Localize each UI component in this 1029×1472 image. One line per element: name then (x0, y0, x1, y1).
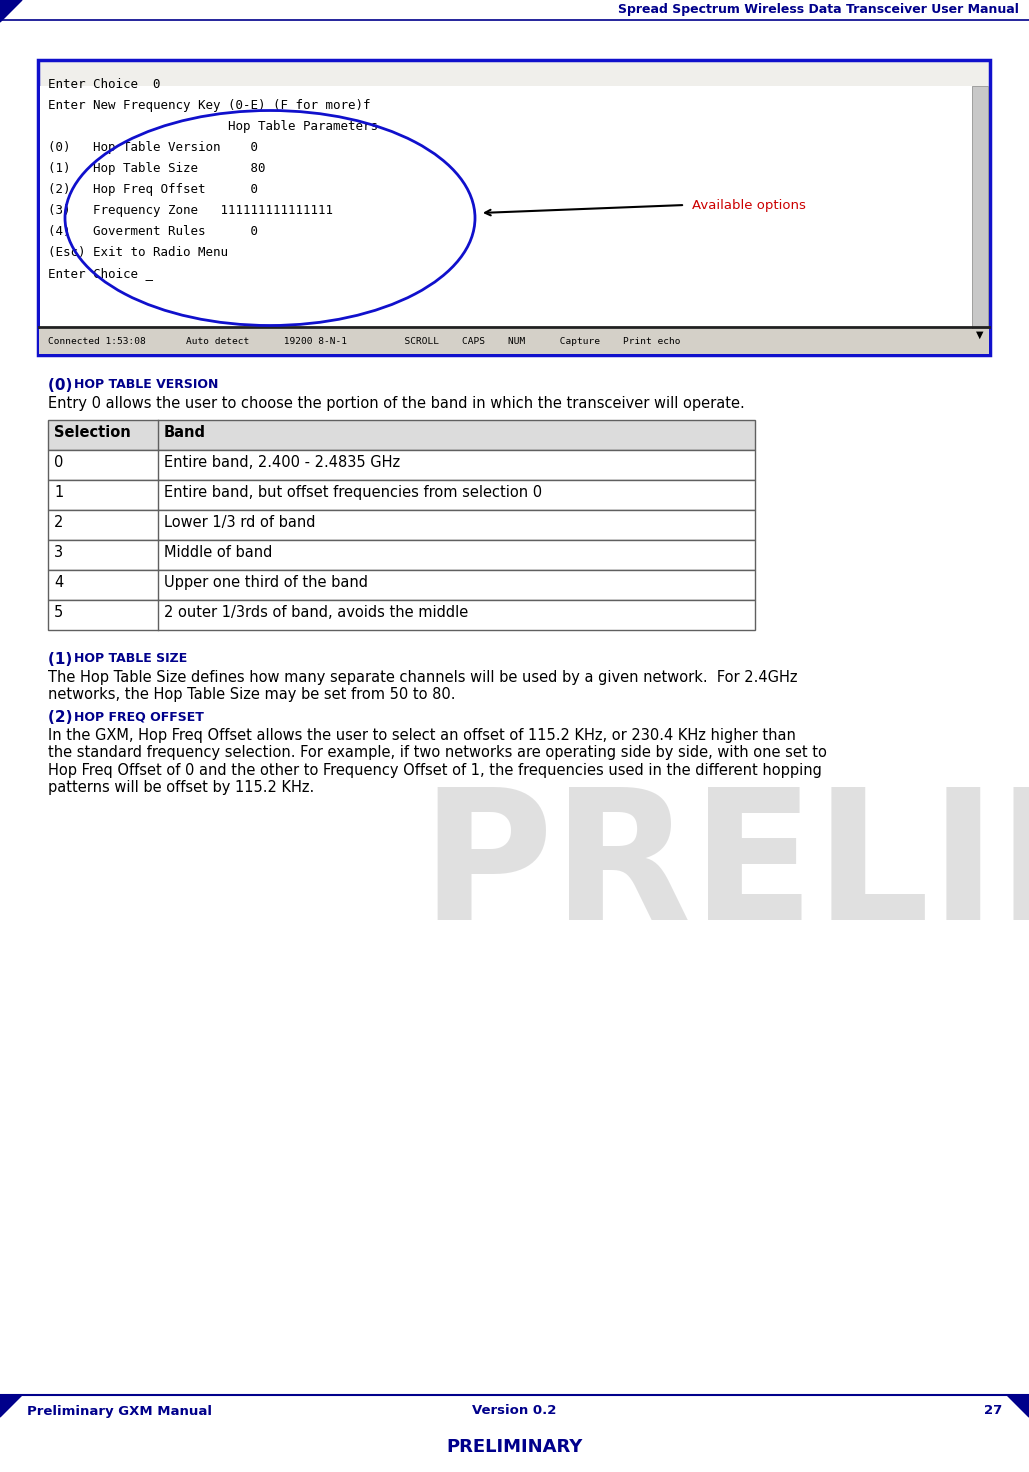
Text: (0): (0) (48, 378, 77, 393)
Text: Lower 1/3 rd of band: Lower 1/3 rd of band (164, 515, 316, 530)
Bar (48, 601, 755, 630)
Text: (1)   Hop Table Size       80: (1) Hop Table Size 80 (48, 162, 265, 175)
Text: Preliminary GXM Manual: Preliminary GXM Manual (27, 1404, 212, 1418)
Text: Entire band, 2.400 - 2.4835 GHz: Entire band, 2.400 - 2.4835 GHz (164, 455, 400, 470)
Text: Entry 0 allows the user to choose the portion of the band in which the transceiv: Entry 0 allows the user to choose the po… (48, 396, 745, 411)
Text: Enter New Frequency Key (0-E) (F for more)f: Enter New Frequency Key (0-E) (F for mor… (48, 99, 370, 112)
Text: (2)   Hop Freq Offset      0: (2) Hop Freq Offset 0 (48, 183, 258, 196)
Text: (0)   Hop Table Version    0: (0) Hop Table Version 0 (48, 141, 258, 155)
Text: Spread Spectrum Wireless Data Transceiver User Manual: Spread Spectrum Wireless Data Transceive… (618, 3, 1019, 16)
Text: The Hop Table Size defines how many separate channels will be used by a given ne: The Hop Table Size defines how many sepa… (48, 670, 797, 702)
Text: Entire band, but offset frequencies from selection 0: Entire band, but offset frequencies from… (164, 484, 542, 500)
Bar (48, 540, 755, 570)
Text: 1: 1 (54, 484, 63, 500)
Text: 5: 5 (54, 605, 63, 620)
Text: Connected 1:53:08       Auto detect      19200 8-N-1          SCROLL    CAPS    : Connected 1:53:08 Auto detect 19200 8-N-… (48, 337, 680, 346)
Text: (Esc) Exit to Radio Menu: (Esc) Exit to Radio Menu (48, 246, 228, 259)
Text: (4)   Goverment Rules      0: (4) Goverment Rules 0 (48, 225, 258, 238)
Text: Enter Choice  0: Enter Choice 0 (48, 78, 161, 91)
Bar (48, 480, 755, 509)
Text: 4: 4 (54, 576, 63, 590)
Text: (1): (1) (48, 652, 77, 667)
Text: In the GXM, Hop Freq Offset allows the user to select an offset of 115.2 KHz, or: In the GXM, Hop Freq Offset allows the u… (48, 729, 827, 795)
Text: Band: Band (164, 425, 206, 440)
Text: 27: 27 (984, 1404, 1002, 1418)
Text: Version 0.2: Version 0.2 (472, 1404, 557, 1418)
Text: Selection: Selection (54, 425, 131, 440)
Text: 0: 0 (54, 455, 64, 470)
Text: ▼: ▼ (977, 330, 984, 340)
Bar (38, 60, 990, 355)
Polygon shape (1007, 1395, 1029, 1418)
Polygon shape (0, 1395, 22, 1418)
Text: 3: 3 (54, 545, 63, 559)
Text: HOP TABLE VERSION: HOP TABLE VERSION (74, 378, 219, 392)
Text: 2 outer 1/3rds of band, avoids the middle: 2 outer 1/3rds of band, avoids the middl… (164, 605, 468, 620)
Bar (972, 85, 988, 353)
Bar (40, 85, 972, 353)
Text: Enter Choice _: Enter Choice _ (48, 266, 153, 280)
Text: PRELIMINARY: PRELIMINARY (447, 1438, 582, 1456)
Bar (48, 420, 755, 450)
Text: Hop Table Parameters: Hop Table Parameters (48, 121, 378, 132)
Text: 2: 2 (54, 515, 64, 530)
Bar (48, 509, 755, 540)
Bar (48, 450, 755, 480)
Text: HOP TABLE SIZE: HOP TABLE SIZE (74, 652, 187, 665)
Text: HOP FREQ OFFSET: HOP FREQ OFFSET (74, 710, 205, 723)
Text: (3)   Frequency Zone   111111111111111: (3) Frequency Zone 111111111111111 (48, 205, 333, 216)
Text: Upper one third of the band: Upper one third of the band (164, 576, 368, 590)
Text: Available options: Available options (691, 199, 806, 212)
Text: (2): (2) (48, 710, 78, 726)
Bar (48, 570, 755, 601)
Bar (39, 330, 989, 353)
Text: Middle of band: Middle of band (164, 545, 273, 559)
Text: PRELIMINARY: PRELIMINARY (420, 782, 1029, 958)
Polygon shape (0, 0, 22, 22)
